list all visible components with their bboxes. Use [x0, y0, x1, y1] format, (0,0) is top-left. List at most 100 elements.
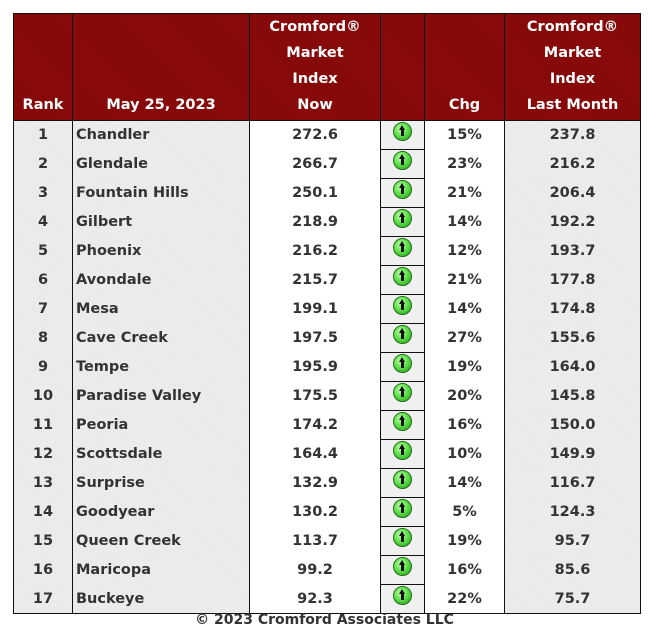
city-cell: Paradise Valley: [72, 381, 250, 411]
trend-cell: [380, 149, 425, 179]
rank-cell: 5: [13, 236, 73, 266]
trend-cell: [380, 178, 425, 208]
copyright-footer: © 2023 Cromford Associates LLC: [195, 612, 454, 628]
trend-cell: [380, 439, 425, 469]
table-row: 5 Phoenix 216.2 12% 193.7: [13, 236, 641, 266]
up-arrow-icon: [393, 469, 412, 489]
city-cell: Gilbert: [72, 207, 250, 237]
index-now-cell: 132.9: [249, 468, 381, 498]
table-row: 16 Maricopa 99.2 16% 85.6: [13, 555, 641, 585]
index-now-cell: 272.6: [249, 120, 381, 150]
header-row: Rank May 25, 2023 Cromford® Market Index…: [13, 13, 641, 121]
trend-cell: [380, 410, 425, 440]
market-index-table-container: Rank May 25, 2023 Cromford® Market Index…: [13, 13, 641, 614]
rank-cell: 9: [13, 352, 73, 382]
header-rank: Rank: [13, 13, 73, 121]
index-now-cell: 250.1: [249, 178, 381, 208]
up-arrow-icon: [393, 324, 412, 344]
index-now-cell: 266.7: [249, 149, 381, 179]
change-cell: 16%: [424, 555, 505, 585]
change-cell: 27%: [424, 323, 505, 353]
change-cell: 14%: [424, 468, 505, 498]
city-cell: Chandler: [72, 120, 250, 150]
up-arrow-icon: [393, 527, 412, 547]
index-last-month-cell: 193.7: [504, 236, 641, 266]
up-arrow-icon: [393, 411, 412, 431]
index-last-month-cell: 206.4: [504, 178, 641, 208]
rank-cell: 2: [13, 149, 73, 179]
index-last-month-cell: 192.2: [504, 207, 641, 237]
index-last-month-cell: 216.2: [504, 149, 641, 179]
city-cell: Tempe: [72, 352, 250, 382]
trend-cell: [380, 294, 425, 324]
trend-cell: [380, 584, 425, 614]
city-cell: Fountain Hills: [72, 178, 250, 208]
index-last-month-cell: 116.7: [504, 468, 641, 498]
up-arrow-icon: [393, 266, 412, 286]
city-cell: Goodyear: [72, 497, 250, 527]
change-cell: 14%: [424, 207, 505, 237]
city-cell: Mesa: [72, 294, 250, 324]
rank-cell: 8: [13, 323, 73, 353]
index-last-month-cell: 75.7: [504, 584, 641, 614]
trend-cell: [380, 526, 425, 556]
index-now-cell: 215.7: [249, 265, 381, 295]
index-last-month-cell: 149.9: [504, 439, 641, 469]
table-row: 14 Goodyear 130.2 5% 124.3: [13, 497, 641, 527]
up-arrow-icon: [393, 121, 412, 141]
trend-cell: [380, 207, 425, 237]
header-index-last-month: Cromford® Market Index Last Month: [504, 13, 641, 121]
index-now-cell: 195.9: [249, 352, 381, 382]
index-now-cell: 216.2: [249, 236, 381, 266]
index-now-cell: 174.2: [249, 410, 381, 440]
index-last-month-cell: 164.0: [504, 352, 641, 382]
change-cell: 19%: [424, 352, 505, 382]
index-now-cell: 218.9: [249, 207, 381, 237]
city-cell: Avondale: [72, 265, 250, 295]
change-cell: 23%: [424, 149, 505, 179]
market-index-table: Rank May 25, 2023 Cromford® Market Index…: [13, 13, 641, 614]
index-now-cell: 199.1: [249, 294, 381, 324]
table-body: 1 Chandler 272.6 15% 237.8 2 Glendale 266.7 23% 2…: [13, 120, 641, 614]
index-now-cell: 175.5: [249, 381, 381, 411]
up-arrow-icon: [393, 556, 412, 576]
trend-cell: [380, 120, 425, 150]
rank-cell: 12: [13, 439, 73, 469]
change-cell: 12%: [424, 236, 505, 266]
trend-cell: [380, 352, 425, 382]
index-now-cell: 197.5: [249, 323, 381, 353]
index-last-month-cell: 237.8: [504, 120, 641, 150]
city-cell: Peoria: [72, 410, 250, 440]
city-cell: Surprise: [72, 468, 250, 498]
rank-cell: 17: [13, 584, 73, 614]
change-cell: 10%: [424, 439, 505, 469]
up-arrow-icon: [393, 498, 412, 518]
table-row: 3 Fountain Hills 250.1 21% 206.4: [13, 178, 641, 208]
table-row: 12 Scottsdale 164.4 10% 149.9: [13, 439, 641, 469]
table-row: 1 Chandler 272.6 15% 237.8: [13, 120, 641, 150]
city-cell: Cave Creek: [72, 323, 250, 353]
index-now-cell: 164.4: [249, 439, 381, 469]
rank-cell: 4: [13, 207, 73, 237]
rank-cell: 1: [13, 120, 73, 150]
table-row: 10 Paradise Valley 175.5 20% 145.8: [13, 381, 641, 411]
change-cell: 16%: [424, 410, 505, 440]
table-row: 17 Buckeye 92.3 22% 75.7: [13, 584, 641, 614]
up-arrow-icon: [393, 208, 412, 228]
up-arrow-icon: [393, 382, 412, 402]
change-cell: 21%: [424, 265, 505, 295]
index-last-month-cell: 145.8: [504, 381, 641, 411]
header-chg: Chg: [424, 13, 505, 121]
trend-cell: [380, 468, 425, 498]
up-arrow-icon: [393, 440, 412, 460]
trend-cell: [380, 497, 425, 527]
rank-cell: 15: [13, 526, 73, 556]
rank-cell: 7: [13, 294, 73, 324]
change-cell: 21%: [424, 178, 505, 208]
header-index-now: Cromford® Market Index Now: [249, 13, 381, 121]
rank-cell: 14: [13, 497, 73, 527]
table-row: 9 Tempe 195.9 19% 164.0: [13, 352, 641, 382]
city-cell: Scottsdale: [72, 439, 250, 469]
up-arrow-icon: [393, 585, 412, 605]
city-cell: Maricopa: [72, 555, 250, 585]
